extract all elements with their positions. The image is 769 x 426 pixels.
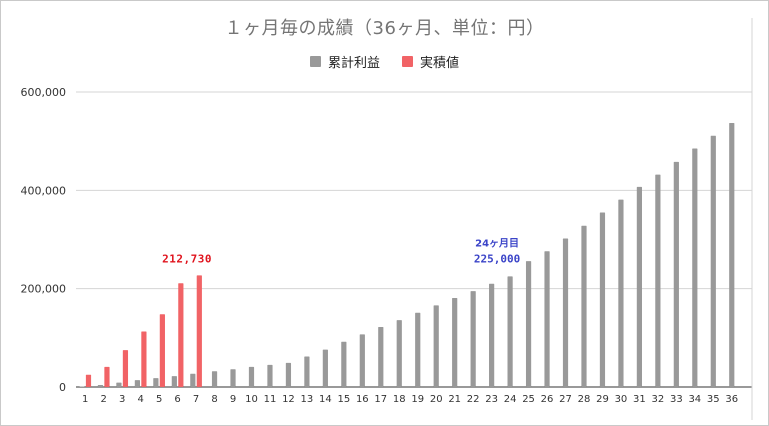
bar-cumulative: [359, 334, 365, 387]
bar-cumulative: [507, 276, 513, 387]
bar-cumulative: [396, 320, 402, 387]
x-tick-label: 14: [319, 394, 332, 405]
x-tick-label: 1: [82, 394, 88, 405]
bar-cumulative: [190, 373, 196, 387]
y-tick-label: 0: [59, 381, 66, 394]
bar-cumulative: [692, 148, 698, 387]
x-tick-label: 25: [522, 394, 535, 405]
x-tick-label: 4: [137, 394, 143, 405]
x-tick-label: 22: [467, 394, 480, 405]
x-tick-label: 16: [356, 394, 369, 405]
x-tick-label: 21: [448, 394, 461, 405]
bar-cumulative: [433, 305, 439, 387]
legend-label-actual: 実積値: [420, 56, 460, 71]
bar-cumulative: [525, 261, 532, 387]
x-tick-label: 29: [596, 394, 609, 405]
bar-actual: [85, 374, 92, 387]
bar-actual: [141, 331, 147, 387]
bar-cumulative: [116, 382, 122, 387]
legend-swatch-actual: [402, 56, 413, 67]
bar-cumulative: [673, 161, 679, 387]
bar-cumulative: [618, 199, 624, 387]
x-tick-label: 33: [670, 394, 683, 405]
bar-actual: [178, 283, 184, 387]
chart-title: １ヶ月毎の成績（36ヶ月、単位：円）: [224, 18, 545, 39]
bar-cumulative: [211, 371, 218, 387]
x-tick-label: 7: [193, 394, 199, 405]
bar-actual: [159, 314, 165, 387]
x-tick-label: 26: [541, 394, 554, 405]
x-tick-label: 17: [374, 394, 387, 405]
bar-cumulative: [267, 364, 273, 387]
legend-swatch-cumulative: [309, 56, 321, 67]
y-tick-label: 200,000: [21, 283, 67, 296]
bar-cumulative: [655, 174, 661, 387]
chart-legend: 累計利益 実積値: [0, 52, 769, 71]
legend-item-cumulative: 累計利益: [309, 52, 380, 71]
x-tick-label: 8: [211, 394, 217, 405]
x-tick-label: 28: [578, 394, 591, 405]
x-tick-label: 20: [430, 394, 443, 405]
x-tick-label: 3: [119, 394, 125, 405]
x-tick-label: 34: [688, 394, 701, 405]
x-tick-label: 9: [230, 394, 236, 405]
bar-cumulative: [599, 212, 606, 387]
x-tick-label: 18: [393, 394, 406, 405]
bar-cumulative: [248, 366, 255, 387]
y-tick-label: 600,000: [21, 86, 67, 99]
x-tick-label: 15: [337, 394, 350, 405]
bar-cumulative: [285, 362, 292, 387]
annotation-actual-value: 212,730: [162, 252, 212, 265]
bar-cumulative: [581, 225, 587, 387]
annotation-month-value: 225,000: [474, 252, 520, 265]
bar-cumulative: [415, 312, 421, 387]
x-tick-label: 32: [652, 394, 665, 405]
x-tick-label: 13: [301, 394, 314, 405]
bar-actual: [122, 350, 129, 387]
x-tick-label: 23: [485, 394, 498, 405]
x-tick-label: 31: [633, 394, 646, 405]
bar-actual: [104, 366, 110, 387]
bar-actual: [196, 275, 202, 387]
x-tick-label: 12: [282, 394, 295, 405]
bar-cumulative: [230, 369, 236, 387]
bar-cumulative: [452, 298, 458, 387]
legend-item-actual: 実積値: [402, 52, 459, 71]
x-tick-label: 35: [707, 394, 720, 405]
x-tick-label: 10: [245, 394, 258, 405]
bar-cumulative: [544, 251, 550, 387]
bar-cumulative: [97, 385, 104, 387]
legend-label-cumulative: 累計利益: [327, 56, 380, 71]
bar-cumulative: [470, 291, 476, 387]
bar-cumulative: [729, 122, 735, 387]
x-tick-label: 2: [101, 394, 107, 405]
x-tick-label: 30: [615, 394, 628, 405]
bar-cumulative: [322, 349, 328, 387]
x-tick-label: 11: [264, 394, 277, 405]
annotation-month-label: 24ヶ月目: [475, 237, 519, 249]
bar-cumulative: [304, 356, 310, 387]
bar-cumulative: [153, 378, 159, 387]
bar-cumulative: [378, 327, 384, 387]
bar-cumulative: [341, 341, 347, 387]
bar-cumulative: [171, 376, 177, 387]
bar-cumulative: [636, 186, 643, 387]
x-tick-label: 24: [504, 394, 517, 405]
bar-cumulative: [710, 135, 716, 387]
x-tick-label: 27: [559, 394, 572, 405]
y-tick-label: 400,000: [21, 184, 67, 197]
x-tick-label: 19: [411, 394, 424, 405]
bar-cumulative: [562, 238, 569, 387]
bar-cumulative: [134, 380, 141, 387]
x-tick-label: 5: [156, 394, 162, 405]
bar-cumulative: [489, 283, 495, 387]
x-tick-label: 36: [725, 394, 738, 405]
x-tick-label: 6: [174, 394, 180, 405]
